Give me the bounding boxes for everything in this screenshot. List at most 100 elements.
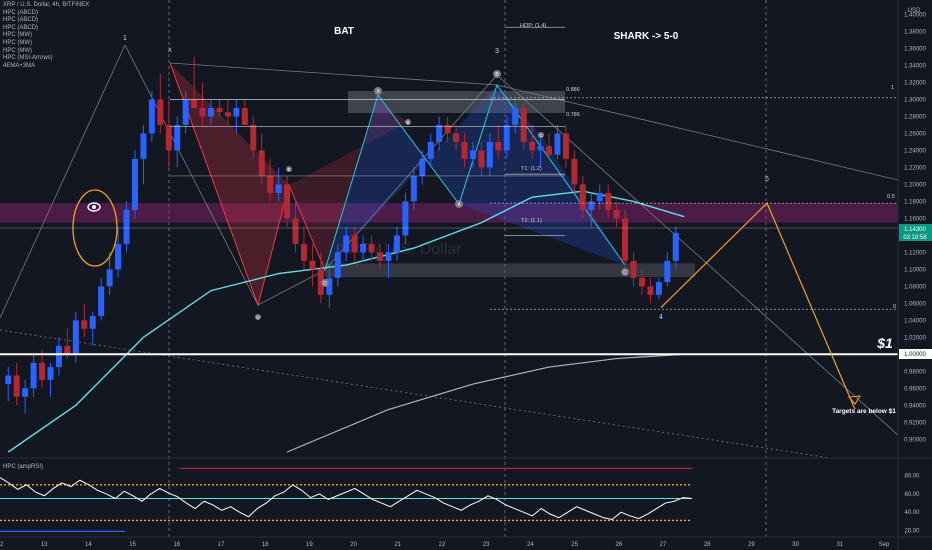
rsi-tick-label: 60.00 [904, 492, 920, 498]
time-tick-label: Sep [879, 542, 890, 548]
candle-body [537, 146, 544, 151]
candle-body [495, 141, 502, 151]
price-tick-label: 1.34000 [904, 63, 926, 69]
fib-hop-label: HOP: (1.4) [520, 23, 546, 29]
candle-body [174, 124, 181, 151]
price-tick-label: 0.90000 [904, 437, 926, 443]
annotation-bat: BAT [334, 26, 354, 37]
time-tick-label: 24 [527, 542, 534, 548]
projection-path [660, 202, 856, 410]
annotation-targets: Targets are below $1 [832, 408, 896, 415]
candle-body [622, 218, 629, 261]
bat-outline [169, 62, 326, 307]
time-tick-label: 26 [615, 542, 622, 548]
time-tick-label: 25 [571, 542, 578, 548]
candle-body [453, 133, 460, 142]
candle-body [444, 124, 451, 134]
price-tick-label: 1.08000 [904, 284, 926, 290]
trend-line-top [169, 62, 899, 181]
candle-body [605, 192, 612, 210]
candle-body [588, 201, 595, 210]
indicator-5[interactable]: HPC (MW) [3, 39, 32, 46]
price-tick-label: 0.96000 [904, 386, 926, 392]
fib-t2-label: T2: (1.1) [521, 218, 542, 224]
indicator-3[interactable]: HPC (ABCD) [3, 24, 39, 31]
candle-body [241, 107, 248, 125]
price-tick-label: 1.12000 [904, 250, 926, 256]
fib-0786-label: 0.786 [566, 112, 580, 118]
time-tick-label: 20 [350, 542, 357, 548]
candle-body [630, 260, 637, 278]
candle-body [343, 235, 350, 253]
time-tick-label: 30 [792, 542, 799, 548]
symbol-line[interactable]: XRP / U.S. Dollar, 4h, BITFINEX [3, 2, 90, 8]
time-tick-label: 14 [85, 542, 92, 548]
candle-body [486, 141, 493, 168]
candle-body [402, 201, 409, 236]
price-tick-label: 1.04000 [904, 318, 926, 324]
annotation-dollar: $1 [876, 335, 893, 351]
candle-body [115, 243, 122, 270]
candle-body [250, 124, 257, 151]
candle-body [165, 124, 172, 151]
candle-body [385, 252, 392, 261]
candle-body [131, 158, 138, 210]
candle-body [410, 175, 417, 202]
price-tick-label: 0.92000 [904, 420, 926, 426]
pattern-point-e: E [286, 166, 292, 172]
fib-1-label: 1 [891, 85, 894, 91]
candle-body [216, 107, 223, 113]
candle-body [469, 150, 476, 159]
svg-text:A: A [457, 202, 461, 208]
candle-body [520, 107, 527, 142]
indicator-7[interactable]: HPC (MSI-Arrows) [3, 55, 53, 62]
price-tick-label: 1.22000 [904, 165, 926, 171]
indicator-6[interactable]: HPC (MW) [3, 47, 32, 54]
candle-body [208, 107, 215, 117]
wave-label-4: 4 [659, 314, 663, 321]
legend-panel: XRP / U.S. Dollar, 4h, BITFINEX HPC (ABC… [3, 2, 89, 70]
candle-body [72, 320, 79, 355]
time-tick-label: 16 [173, 542, 180, 548]
candle-body [300, 243, 307, 261]
pattern-point-b: B [493, 70, 501, 78]
candle-body [233, 107, 240, 117]
candle-body [182, 99, 189, 125]
candle-body [334, 252, 341, 278]
svg-text:1.14300: 1.14300 [904, 227, 926, 233]
indicator-4[interactable]: HPC (MW) [3, 32, 32, 39]
candle-body [326, 277, 333, 295]
highlight-circle [72, 189, 118, 267]
indicator-2[interactable]: HPC (ABCD) [3, 17, 39, 24]
svg-text:03:18:58: 03:18:58 [903, 235, 927, 241]
svg-text:X: X [376, 89, 380, 95]
candle-body [351, 235, 358, 253]
time-tick-label: 15 [129, 542, 136, 548]
price-tick-label: 1.30000 [904, 97, 926, 103]
indicator-1[interactable]: HPC (ABCD) [3, 9, 39, 16]
time-tick-label: 19 [306, 542, 313, 548]
candle-body [199, 107, 206, 117]
candle-body [89, 316, 96, 329]
current-price-tag: 1.14300 03:18:58 [899, 224, 932, 241]
candle-body [672, 232, 679, 261]
price-tick-label: 1.36000 [904, 46, 926, 52]
candle-body [360, 243, 367, 253]
fib-0886-label: 0.886 [566, 87, 580, 93]
pattern-point-c: C [621, 268, 629, 276]
candle-body [81, 320, 88, 329]
candle-body [284, 184, 291, 219]
indicator-8[interactable]: 4EMA+3MA [3, 62, 36, 69]
candle-body [579, 184, 586, 210]
svg-text:B: B [495, 72, 499, 78]
svg-text:D: D [323, 281, 327, 287]
price-tick-label: 1.28000 [904, 114, 926, 120]
price-tick-label: 1.16000 [904, 216, 926, 222]
svg-text:1.00000: 1.00000 [904, 352, 926, 358]
time-tick-label: 21 [394, 542, 401, 548]
candles [5, 56, 679, 414]
svg-text:B: B [406, 120, 409, 125]
candle-body [47, 367, 54, 380]
candle-body [503, 124, 510, 151]
